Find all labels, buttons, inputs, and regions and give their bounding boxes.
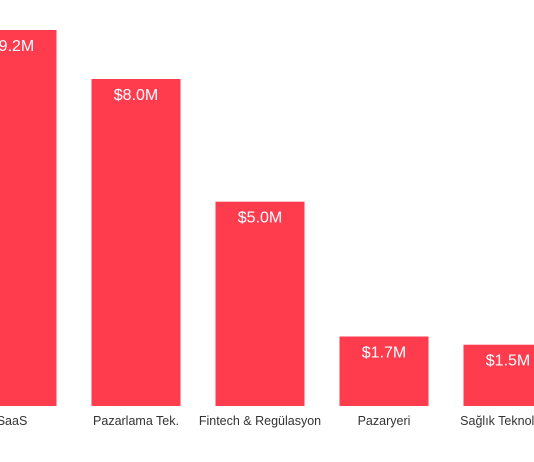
- bar-value-label-3: $1.7M: [362, 345, 406, 362]
- category-label-0: SaaS: [0, 414, 27, 428]
- bar-2: [215, 201, 305, 406]
- bar-value-label-2: $5.0M: [238, 210, 282, 227]
- category-label-3: Pazaryeri: [358, 414, 411, 428]
- bar-group: [0, 30, 534, 406]
- category-labels: SaaS Pazarlama Tek. Fintech & Regülasyon Pa…: [0, 414, 534, 428]
- bar-1: [91, 79, 181, 406]
- bar-value-label-1: $8.0M: [114, 87, 158, 104]
- bar-4: [463, 344, 534, 406]
- bar-3: [339, 336, 429, 406]
- bar-0: [0, 30, 57, 406]
- category-label-1: Pazarlama Tek.: [93, 414, 179, 428]
- category-label-4: Sağlık Teknolojisi: [460, 414, 534, 428]
- category-label-2: Fintech & Regülasyon: [199, 414, 321, 428]
- bar-value-label-0: $9.2M: [0, 38, 34, 55]
- bar-value-labels: $9.2M $8.0M $5.0M $1.7M $1.5M: [0, 38, 530, 370]
- bar-value-label-4: $1.5M: [486, 353, 530, 370]
